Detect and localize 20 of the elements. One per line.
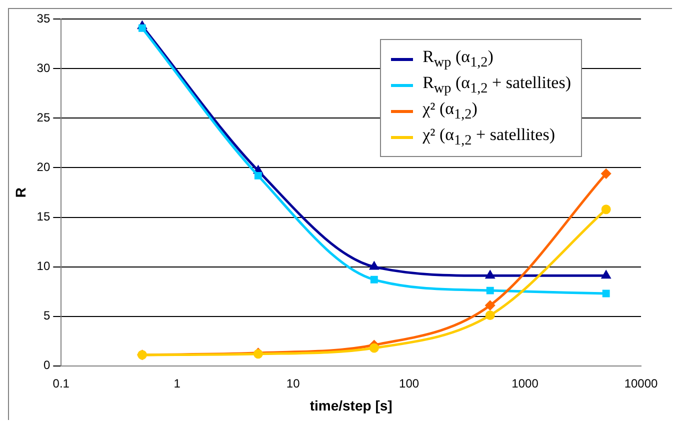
y-tick-label: 5 — [43, 308, 50, 323]
x-tick-label: 10000 — [624, 376, 658, 390]
y-tick-label: 20 — [36, 160, 50, 174]
y-tick-label: 25 — [36, 110, 50, 125]
x-tick-label: 1 — [174, 376, 181, 390]
y-tick-label: 30 — [36, 61, 50, 76]
y-tick-label: 15 — [36, 210, 50, 224]
x-tick-label: 10 — [286, 376, 300, 390]
legend-label: χ² (α$_{1,2}$) — [422, 98, 478, 124]
legend-label: R$_{wp}$ (α$_{1,2}$ + satellites) — [422, 72, 571, 98]
y-axis-title: R — [12, 187, 28, 198]
x-tick-label: 100 — [399, 376, 420, 390]
y-tick-label: 0 — [43, 358, 50, 372]
legend-label: R$_{wp}$ (α$_{1,2}$) — [422, 46, 494, 72]
legend-label: χ² (α$_{1,2}$ + satellites) — [422, 124, 555, 150]
x-tick-label: 0.1 — [52, 376, 70, 390]
y-tick-label: 10 — [36, 259, 50, 274]
x-tick-label: 1000 — [512, 376, 539, 390]
x-axis-title: time/step [s] — [310, 397, 392, 414]
y-tick-label: 35 — [36, 12, 50, 26]
